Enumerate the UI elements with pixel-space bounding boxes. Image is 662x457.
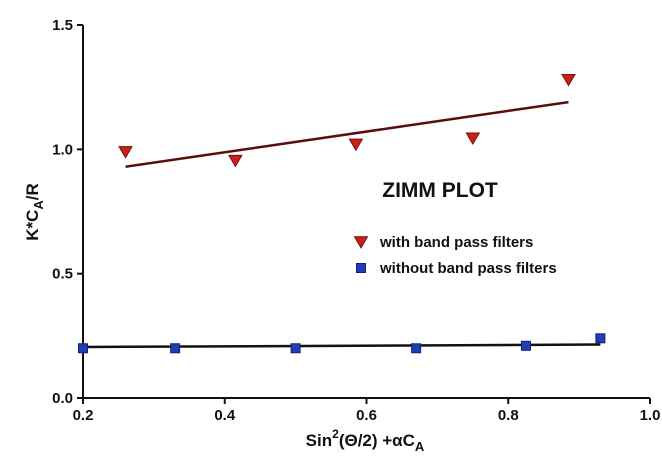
y-axis-label: K*CA/R — [23, 183, 46, 241]
chart-title: ZIMM PLOT — [382, 179, 498, 202]
axes — [82, 25, 650, 399]
y-tick-label: 1.5 — [52, 17, 73, 34]
x-label-mid: (Θ/2) +αC — [339, 431, 415, 450]
fit-lines — [82, 100, 601, 349]
tick-marks: 0.2 0.4 0.6 0.8 1.0 0.0 0.5 1.0 1.5 — [52, 17, 660, 424]
y-tick-label: 0.0 — [52, 390, 73, 407]
legend-item-with-filters: with band pass filters — [353, 234, 533, 251]
x-tick-label: 0.8 — [498, 407, 519, 424]
data-point-with-filters — [561, 74, 576, 87]
data-point-with-filters — [118, 146, 133, 159]
fit-line-series-1 — [125, 100, 569, 168]
y-label-post: /R — [23, 183, 42, 200]
data-point-without-filters — [520, 340, 531, 351]
y-label-sub: A — [31, 200, 46, 210]
legend-square-icon — [356, 263, 366, 273]
legend: with band pass filters without band pass… — [353, 234, 557, 277]
data-point-without-filters — [78, 343, 88, 354]
data-point-without-filters — [411, 343, 422, 354]
legend-label-without-filters: without band pass filters — [379, 260, 557, 277]
legend-triangle-icon — [353, 236, 369, 249]
data-point-without-filters — [170, 343, 181, 354]
y-tick-label: 1.0 — [52, 141, 73, 158]
x-tick-label: 0.2 — [73, 407, 94, 424]
y-tick-label: 0.5 — [52, 266, 73, 283]
x-label-sub: A — [415, 439, 425, 454]
legend-marker-triangle — [353, 236, 369, 249]
y-label-pre: K*C — [23, 210, 42, 241]
data-point-with-filters — [465, 132, 481, 145]
legend-label-with-filters: with band pass filters — [379, 234, 533, 251]
x-axis-label: Sin2(Θ/2) +αCA — [306, 427, 425, 454]
x-tick-label: 0.6 — [356, 407, 377, 424]
x-tick-label: 0.4 — [214, 407, 236, 424]
data-points — [78, 74, 606, 354]
data-point-with-filters — [228, 154, 243, 168]
x-label-sup: 2 — [332, 427, 339, 441]
legend-item-without-filters: without band pass filters — [356, 260, 557, 277]
legend-marker-square — [356, 263, 366, 273]
x-label-base: Sin — [306, 431, 332, 450]
data-point-without-filters — [290, 343, 301, 354]
fit-line-series-2 — [82, 343, 601, 349]
data-point-with-filters — [348, 138, 364, 152]
data-point-without-filters — [595, 333, 606, 344]
x-tick-label: 1.0 — [640, 407, 661, 424]
